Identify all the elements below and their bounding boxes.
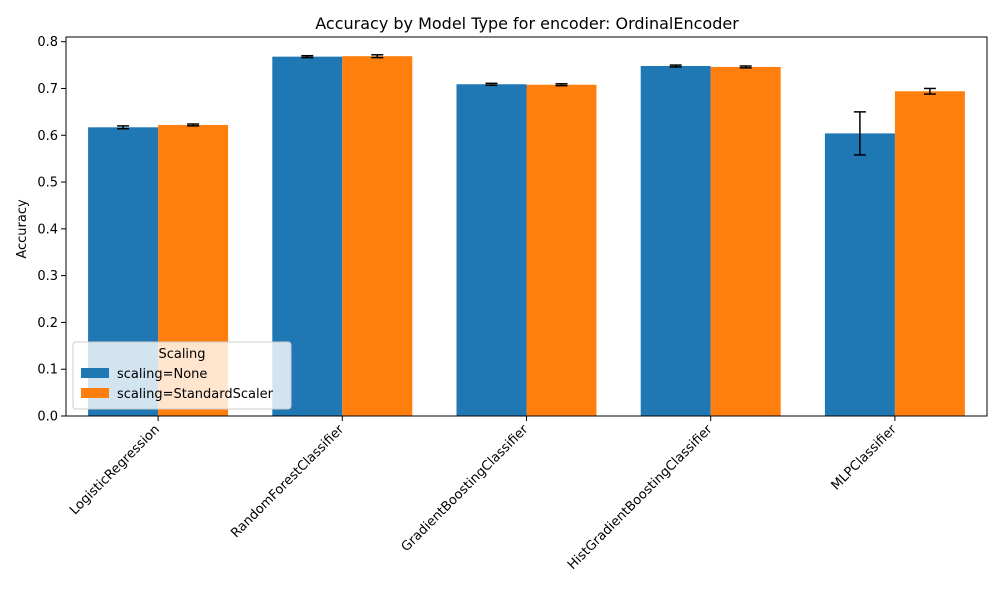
errorbar-standardscaler-randomforestclassifier bbox=[371, 54, 384, 59]
legend-swatch-none bbox=[81, 368, 109, 378]
errorbar-standardscaler-histgradientboostingclassifier bbox=[739, 65, 752, 69]
bar-standardscaler-histgradientboostingclassifier bbox=[710, 66, 781, 416]
y-tick-label: 0.0 bbox=[37, 410, 58, 425]
plot-frame bbox=[65, 36, 988, 417]
bars-layer bbox=[88, 56, 965, 417]
legend-box bbox=[72, 341, 292, 410]
errorbar-none-logisticregression bbox=[117, 125, 130, 130]
errorbar-none-mlpclassifier bbox=[853, 111, 866, 156]
errorbar-none-histgradientboostingclassifier bbox=[669, 64, 682, 68]
x-tick-label-logisticregression: LogisticRegression bbox=[67, 422, 163, 518]
y-tick-label: 0.6 bbox=[37, 129, 58, 144]
y-tick-label: 0.2 bbox=[37, 316, 58, 331]
y-tick-label: 0.5 bbox=[37, 176, 58, 191]
y-tick-label: 0.1 bbox=[37, 363, 58, 378]
bar-none-histgradientboostingclassifier bbox=[640, 66, 711, 416]
bar-standardscaler-randomforestclassifier bbox=[342, 56, 413, 416]
errorbar-standardscaler-mlpclassifier bbox=[923, 87, 936, 95]
bar-standardscaler-mlpclassifier bbox=[894, 91, 965, 416]
x-tick-label-mlpclassifier: MLPClassifier bbox=[829, 422, 901, 494]
chart-title: Accuracy by Model Type for encoder: Ordi… bbox=[315, 14, 739, 33]
errorbars-layer bbox=[117, 54, 936, 156]
legend-swatch-standardscaler bbox=[81, 388, 109, 398]
bar-none-gradientboostingclassifier bbox=[456, 84, 527, 416]
legend-label-none: scaling=None bbox=[117, 367, 207, 382]
legend-label-standardscaler: scaling=StandardScaler bbox=[117, 387, 274, 402]
x-tick-label-histgradientboostingclassifier: HistGradientBoostingClassifier bbox=[565, 422, 716, 573]
y-tick-label: 0.4 bbox=[37, 222, 58, 237]
y-tick-label: 0.3 bbox=[37, 269, 58, 284]
errorbar-none-gradientboostingclassifier bbox=[485, 82, 498, 86]
legend: Scaling scaling=None scaling=StandardScale… bbox=[72, 341, 292, 410]
x-tick-label-randomforestclassifier: RandomForestClassifier bbox=[228, 422, 347, 541]
errorbar-none-randomforestclassifier bbox=[301, 54, 314, 59]
x-tick-label-gradientboostingclassifier: GradientBoostingClassifier bbox=[399, 422, 532, 555]
bar-none-mlpclassifier bbox=[824, 133, 895, 417]
y-tick-label: 0.8 bbox=[37, 35, 58, 50]
bar-standardscaler-gradientboostingclassifier bbox=[526, 84, 597, 417]
errorbar-standardscaler-logisticregression bbox=[187, 123, 200, 127]
legend-title: Scaling bbox=[158, 347, 205, 362]
y-tick-label: 0.7 bbox=[37, 82, 58, 97]
errorbar-standardscaler-gradientboostingclassifier bbox=[555, 83, 568, 87]
y-axis-label: Accuracy bbox=[15, 199, 30, 259]
